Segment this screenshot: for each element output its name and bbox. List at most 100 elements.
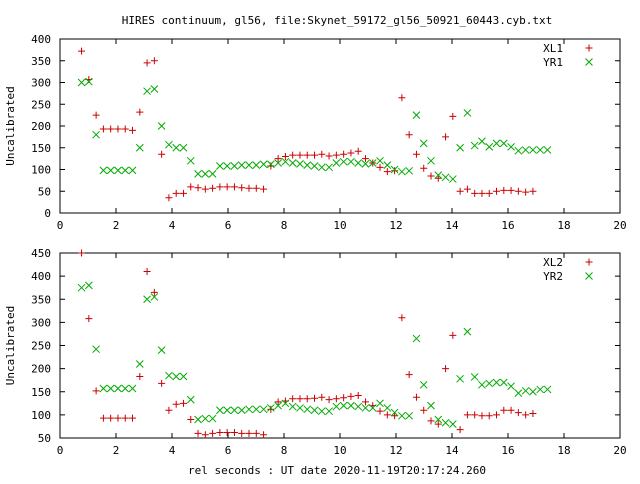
legend-marker-shape — [585, 58, 593, 66]
data-point-shape — [238, 184, 246, 192]
data-point — [361, 398, 369, 406]
data-point — [448, 175, 457, 183]
data-point — [260, 185, 268, 193]
data-point-shape — [536, 146, 545, 154]
data-point-shape — [266, 160, 275, 169]
data-point — [223, 406, 232, 415]
data-point — [478, 412, 486, 420]
data-point — [84, 77, 93, 86]
data-point — [361, 404, 370, 412]
data-point — [347, 392, 355, 400]
data-point — [274, 398, 282, 406]
y-axis-label: Uncalibrated — [4, 306, 17, 385]
data-point — [135, 143, 144, 152]
legend-marker — [585, 58, 593, 66]
data-point — [354, 147, 362, 155]
data-point — [405, 166, 414, 175]
x-tick-label: 2 — [113, 219, 120, 232]
data-point — [303, 161, 312, 170]
data-point — [237, 406, 246, 415]
data-point — [209, 429, 217, 437]
data-point — [317, 407, 326, 416]
data-point-shape — [405, 166, 414, 175]
data-point — [311, 394, 319, 402]
data-point — [303, 151, 311, 159]
data-point-shape — [84, 281, 93, 290]
data-point — [383, 168, 391, 176]
data-point-shape — [136, 108, 144, 116]
data-point — [361, 155, 369, 163]
data-point — [478, 189, 486, 197]
data-point — [296, 395, 304, 403]
data-point — [420, 406, 428, 414]
data-point — [499, 378, 508, 387]
data-point-shape — [223, 183, 231, 191]
data-point-shape — [500, 186, 508, 194]
data-point-shape — [470, 373, 479, 381]
plot-frame — [59, 38, 621, 214]
data-point — [390, 408, 399, 417]
data-point — [288, 159, 297, 167]
x-tick-label: 8 — [281, 219, 288, 232]
data-point — [128, 384, 137, 393]
x-tick-label: 10 — [333, 219, 346, 232]
data-point-shape — [179, 372, 188, 381]
data-point — [216, 162, 224, 170]
data-point — [499, 139, 508, 148]
data-point — [448, 420, 457, 428]
data-point — [317, 163, 326, 172]
data-point-shape — [201, 431, 209, 439]
data-point-shape — [289, 151, 297, 159]
x-tick-label: 12 — [389, 219, 402, 232]
data-point — [456, 426, 464, 434]
data-point — [296, 151, 304, 159]
data-point-shape — [99, 414, 107, 422]
y-tick-label: 400 — [31, 270, 51, 283]
data-point-shape — [514, 409, 522, 417]
data-point-shape — [507, 406, 515, 414]
y-tick-label: 300 — [31, 77, 51, 90]
data-point — [77, 283, 86, 292]
y-tick-label: 250 — [31, 340, 51, 353]
data-point-shape — [463, 327, 472, 336]
data-point — [187, 416, 195, 423]
data-point-shape — [135, 143, 144, 152]
data-point — [383, 161, 392, 170]
data-point-shape — [347, 392, 355, 400]
data-point-shape — [296, 159, 304, 168]
y-tick-label: 350 — [31, 293, 51, 306]
data-point — [245, 429, 253, 437]
data-point-shape — [449, 331, 457, 339]
data-point-shape — [267, 405, 275, 413]
data-point-shape — [237, 406, 246, 415]
data-point-shape — [368, 404, 377, 412]
data-point-shape — [128, 384, 137, 393]
data-point-shape — [303, 161, 312, 170]
data-point — [427, 417, 435, 425]
data-point — [485, 412, 493, 420]
data-point — [252, 184, 260, 192]
y-tick-label: 200 — [31, 120, 51, 133]
x-tick-label: 0 — [57, 444, 64, 457]
data-point-shape — [208, 414, 217, 423]
data-point — [179, 143, 188, 152]
x-tick-label: 20 — [613, 444, 626, 457]
data-point — [208, 414, 217, 423]
data-point-shape — [194, 184, 202, 192]
data-point-shape — [216, 162, 224, 170]
data-point-shape — [259, 160, 268, 169]
data-point — [332, 151, 340, 159]
data-point — [485, 189, 493, 197]
x-tick-label: 10 — [333, 444, 346, 457]
data-point-shape — [150, 288, 158, 296]
data-point-shape — [223, 428, 231, 436]
data-point-shape — [106, 384, 115, 393]
data-point-shape — [209, 184, 217, 192]
data-point-shape — [216, 428, 224, 436]
data-point-shape — [463, 411, 471, 419]
data-point — [354, 402, 363, 411]
data-point — [245, 184, 253, 192]
data-point-shape — [289, 395, 297, 403]
data-point — [121, 414, 129, 422]
data-point-shape — [143, 59, 151, 67]
